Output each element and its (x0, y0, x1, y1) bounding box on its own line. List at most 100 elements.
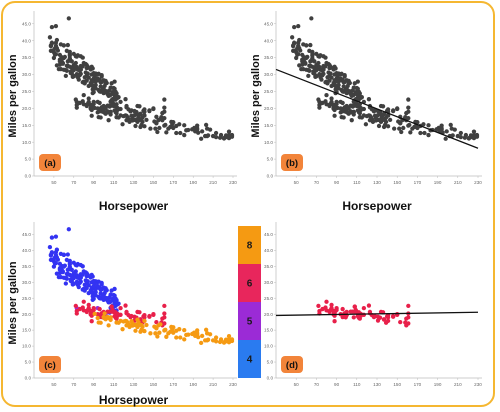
data-point (112, 89, 117, 95)
x-tick-label: 90 (334, 180, 340, 185)
data-point (452, 127, 457, 132)
data-point (205, 337, 211, 342)
x-tick-label: 130 (130, 180, 138, 185)
data-point (455, 133, 460, 139)
data-point (133, 328, 138, 333)
data-point (84, 71, 89, 76)
data-point (349, 118, 354, 123)
data-point (106, 323, 111, 328)
data-point (343, 86, 348, 92)
data-point (99, 74, 104, 79)
data-point (81, 92, 86, 98)
data-point (296, 52, 301, 57)
data-point (200, 333, 205, 339)
data-point (398, 319, 403, 325)
data-point (137, 322, 142, 328)
data-point (91, 278, 96, 284)
data-point (112, 86, 117, 91)
data-point (158, 117, 163, 122)
x-tick-label: 150 (393, 382, 401, 387)
data-point (74, 311, 79, 316)
data-point (229, 338, 235, 344)
data-point (64, 257, 69, 263)
data-point (148, 126, 153, 131)
data-point (372, 113, 378, 118)
data-point (182, 123, 187, 128)
data-point (88, 275, 93, 280)
data-point (210, 338, 216, 343)
data-point (223, 133, 229, 138)
data-point (111, 309, 116, 315)
data-point (406, 303, 411, 309)
data-point (142, 318, 147, 324)
data-point (300, 52, 305, 58)
y-tick-label: 5.0 (25, 157, 32, 162)
x-tick-label: 130 (130, 382, 138, 387)
data-point (93, 293, 98, 298)
data-point (458, 130, 463, 136)
data-point (343, 315, 348, 320)
y-axis-title: Miles per gallon (7, 54, 19, 137)
data-point (49, 250, 55, 255)
x-tick-label: 150 (150, 180, 158, 185)
data-point (422, 130, 427, 136)
data-point (144, 117, 149, 122)
data-point (84, 62, 89, 68)
data-point (395, 106, 400, 111)
data-point (137, 104, 142, 109)
data-point (112, 293, 117, 298)
data-point (391, 313, 396, 319)
panel-badge (39, 356, 61, 373)
data-point (331, 67, 336, 72)
data-point (366, 97, 372, 102)
data-point (162, 123, 167, 128)
data-point (112, 302, 117, 307)
data-point (153, 126, 158, 131)
data-point (84, 102, 89, 108)
data-point (348, 91, 353, 97)
data-point (401, 125, 406, 131)
data-point (80, 80, 85, 85)
x-tick-label: 150 (393, 180, 401, 185)
data-point (113, 315, 118, 320)
data-point (174, 335, 179, 340)
x-tick-label: 70 (71, 382, 77, 387)
data-point (356, 109, 361, 115)
data-point (67, 51, 72, 57)
data-point (98, 80, 103, 85)
data-point (56, 66, 62, 72)
data-point (112, 286, 117, 292)
data-point (321, 54, 326, 59)
data-point (471, 129, 477, 134)
data-point (112, 296, 117, 302)
x-axis-title: Horsepower (342, 199, 412, 213)
data-point (162, 311, 167, 316)
data-point (226, 334, 232, 339)
y-tick-label: 45.0 (264, 21, 273, 26)
data-point (162, 303, 167, 309)
panel-badge-label: (b) (286, 158, 298, 169)
data-point (102, 311, 107, 316)
data-point (361, 305, 367, 311)
x-tick-label: 170 (169, 382, 177, 387)
data-point (100, 86, 105, 92)
data-point (154, 319, 159, 325)
data-point (82, 282, 87, 287)
x-tick-label: 170 (414, 180, 422, 185)
data-point (53, 23, 59, 29)
data-point (297, 37, 302, 43)
data-point (336, 86, 341, 91)
data-point (357, 114, 362, 120)
legend-label-4: 4 (247, 355, 253, 366)
data-point (105, 314, 110, 320)
data-point (332, 319, 337, 324)
data-point (114, 320, 119, 325)
data-point (84, 285, 89, 291)
data-point (404, 110, 409, 116)
x-tick-label: 230 (229, 180, 237, 185)
data-point (115, 311, 120, 317)
y-tick-label: 30.0 (22, 72, 31, 77)
data-point (468, 133, 474, 138)
data-point (61, 67, 66, 72)
